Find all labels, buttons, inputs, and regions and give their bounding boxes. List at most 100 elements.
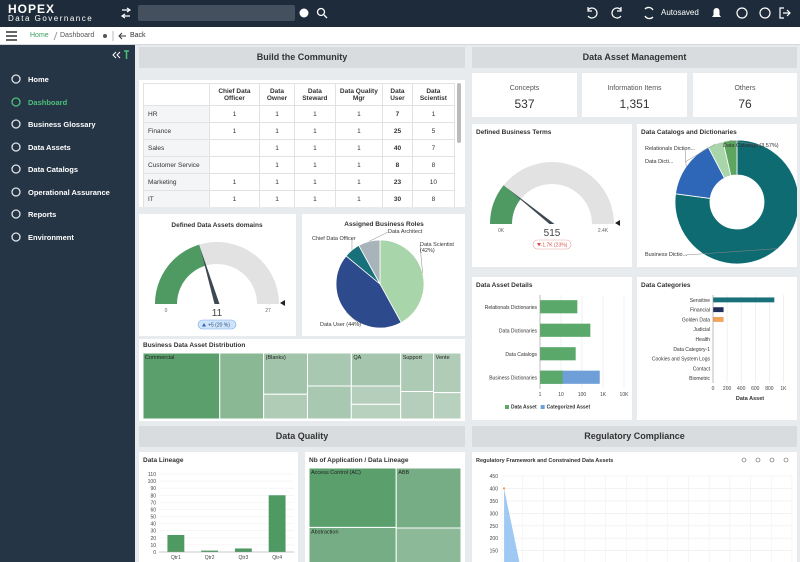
back-icon[interactable] — [118, 32, 126, 40]
chart-title: Defined Business Terms — [476, 129, 552, 136]
breadcrumb-icons — [6, 31, 126, 41]
nav-icon — [11, 141, 21, 152]
table-cell: 1 — [209, 122, 260, 140]
scrollbar[interactable] — [457, 83, 461, 143]
table-cell: 40 — [382, 139, 413, 157]
table-cell: 30 — [382, 190, 413, 207]
gauge-value-label: 515 — [544, 228, 561, 239]
slice — [722, 139, 738, 177]
undo-icon[interactable] — [587, 7, 598, 19]
treemap-cell — [400, 391, 435, 420]
table-cell: 1 — [294, 139, 336, 157]
kpi-card: Others 76 — [693, 73, 797, 117]
section-header: Build the Community — [139, 47, 465, 68]
share-icon[interactable] — [103, 34, 107, 38]
nav-item[interactable]: Home — [28, 75, 49, 84]
nav-item[interactable]: Dashboard — [28, 97, 68, 107]
row-label: HR — [143, 105, 210, 123]
delta-label: -1.7K (23%) — [541, 243, 568, 249]
table-row: Sales 1 1 1 40 7 — [143, 139, 456, 157]
table-cell: 25 — [382, 122, 413, 140]
bar — [540, 370, 563, 384]
gauge-min: 0 — [165, 308, 168, 314]
search-icon[interactable] — [316, 7, 326, 17]
delta-arrow — [202, 323, 206, 327]
x-tick-label: Qtr2 — [205, 555, 215, 561]
category-label: Health — [696, 337, 711, 343]
gauge-min: 0K — [498, 228, 505, 234]
panel-tool-icon — [783, 457, 789, 463]
y-tick-label: 450 — [490, 474, 499, 480]
nav-item[interactable]: Business Glossary — [28, 120, 96, 129]
table-cell: 8 — [411, 190, 456, 207]
nav-item[interactable]: Operational Assurance — [28, 187, 110, 197]
swap-icon[interactable] — [120, 7, 132, 19]
table-cell: 1 — [334, 139, 384, 157]
back-link[interactable]: Back — [130, 32, 146, 39]
table-row: HR 1 1 1 1 7 1 — [143, 105, 456, 123]
treemap-cell — [395, 467, 462, 529]
nav-icon — [11, 96, 21, 107]
breadcrumb-bar: Home Dashboard Back — [0, 27, 800, 45]
chart-title: Data Catalogs and Dictionaries — [641, 129, 737, 136]
x-tick-label: 1 — [539, 392, 542, 398]
gauge-needle — [200, 248, 220, 304]
header-row: Chief Data Officer Data Owner Data Steward… — [143, 83, 456, 106]
menu-icon[interactable] — [6, 31, 17, 41]
y-tick-label: 350 — [490, 499, 499, 505]
table-cell: 1 — [411, 105, 456, 123]
nav-icon-shape — [11, 231, 21, 242]
row-label: IT — [143, 190, 210, 207]
chart-panel: Data Asset Details 1 10 100 1K 10K Relationals… — [472, 277, 632, 420]
nav-icon-shape — [11, 141, 21, 152]
nav-icon-shape — [11, 74, 21, 84]
table-cell: 1 — [294, 122, 336, 140]
treemap-label: (Blanks) — [266, 355, 286, 361]
treemap-cell — [400, 352, 435, 392]
product-name: Data Governance — [8, 14, 94, 23]
collapse-icon[interactable] — [112, 51, 121, 59]
info-icon[interactable] — [299, 8, 309, 18]
help-icon[interactable] — [759, 7, 771, 19]
leader-line — [345, 311, 361, 326]
gauge-value — [155, 244, 206, 304]
y-tick-label: 100 — [148, 479, 157, 485]
save-status: Autosaved — [661, 8, 699, 17]
y-tick-label: 30 — [150, 529, 156, 535]
nav-item[interactable]: Environment — [28, 232, 74, 242]
nav-item[interactable]: Data Assets — [28, 142, 71, 152]
bar — [540, 347, 576, 361]
table-cell: 1 — [334, 173, 384, 191]
category-label: Financial — [690, 308, 710, 314]
chart-title: Data Asset Details — [476, 282, 533, 289]
nav-item[interactable]: Data Catalogs — [28, 165, 79, 174]
column-header: Chief Data Officer — [209, 83, 260, 106]
chart-title: Regulatory Framework and Constrained Dat… — [476, 458, 613, 464]
kpi-label: Others — [734, 85, 756, 92]
table-cell: 23 — [382, 173, 413, 191]
bell-icon[interactable] — [712, 8, 721, 17]
redo-icon[interactable] — [611, 7, 622, 19]
panel-tool-icon — [769, 457, 775, 463]
bar — [201, 550, 219, 552]
treemap-label: Access Control (AC) — [311, 470, 361, 476]
refresh-icon[interactable] — [644, 6, 654, 20]
x-tick-label: 400 — [737, 386, 746, 392]
panel-tool-icon — [755, 457, 761, 463]
chart-panel: Defined Data Assets domains 0 27 11 +5 (20 %… — [139, 214, 296, 336]
user-icon[interactable] — [736, 7, 748, 19]
gauge-marker — [615, 220, 620, 226]
chart-title: Defined Data Assets domains — [171, 222, 263, 229]
nav-item[interactable]: Reports — [28, 210, 57, 219]
treemap-cell — [263, 352, 308, 395]
treemap-cell — [433, 352, 462, 394]
logout-icon[interactable] — [779, 7, 791, 19]
role-table: Chief Data Officer Data Owner Data Steward… — [143, 83, 456, 207]
pin-icon[interactable] — [124, 50, 129, 59]
home-link[interactable]: Home — [30, 32, 49, 39]
nav-icon — [11, 119, 21, 129]
table-cell: 1 — [258, 190, 296, 207]
chart-title: Data Categories — [641, 282, 691, 289]
search-box[interactable] — [138, 5, 295, 21]
